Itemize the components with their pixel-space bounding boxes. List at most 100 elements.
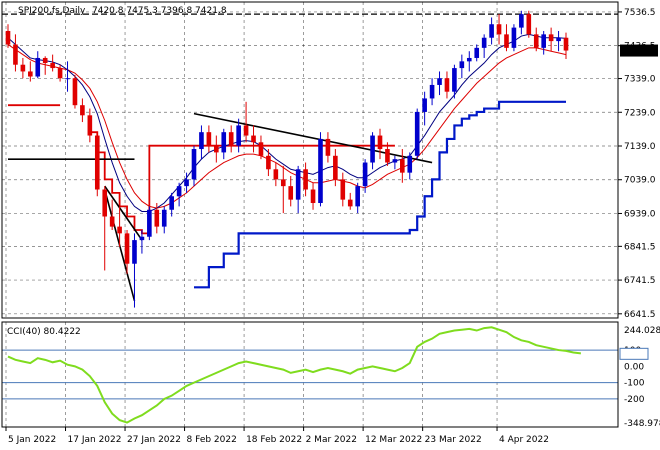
candle-body xyxy=(161,209,167,227)
candle-body xyxy=(355,186,360,207)
candle-body xyxy=(191,149,197,180)
trend-line xyxy=(193,112,433,164)
fast-ma-line xyxy=(7,33,567,212)
ohlc-label: 7420.8 7475.3 7396.8 7421.8 xyxy=(92,6,227,16)
price-tick-label: 6939.0 xyxy=(624,209,656,219)
candle-body xyxy=(13,44,18,65)
candle-body xyxy=(548,34,554,42)
candle-body xyxy=(214,145,219,153)
price-tick-label: 7139.0 xyxy=(624,142,656,152)
cci-series xyxy=(7,326,581,424)
candle-body xyxy=(251,135,256,143)
price-tick-label: 6841.5 xyxy=(624,242,656,252)
candle-body xyxy=(266,155,271,170)
candle-body xyxy=(519,14,524,28)
cci-tick-label: -200 xyxy=(624,395,645,405)
time-tick-label: 8 Feb 2022 xyxy=(187,435,237,445)
candle-body xyxy=(184,179,189,187)
price-tick-label: 7339.0 xyxy=(624,75,656,85)
candle-body xyxy=(236,125,241,146)
candle-body xyxy=(511,27,517,48)
candle-body xyxy=(124,233,130,264)
time-tick-label: 17 Jan 2022 xyxy=(68,435,122,445)
candle-body xyxy=(422,98,427,112)
time-tick-label: 23 Mar 2022 xyxy=(425,435,482,445)
candle-body xyxy=(206,132,212,146)
candle-body xyxy=(102,189,108,217)
candle-body xyxy=(303,169,308,190)
candle-body xyxy=(176,186,182,197)
time-tick-label: 4 Apr 2022 xyxy=(499,435,549,445)
candle-body xyxy=(139,236,145,241)
cci-line xyxy=(7,326,581,424)
candle-body xyxy=(72,78,78,106)
candle-body xyxy=(496,24,502,35)
candle-body xyxy=(65,78,70,80)
axes: 7536.57436.57339.07239.07139.07039.06939… xyxy=(5,8,660,445)
price-tick-label: 6641.5 xyxy=(624,310,656,320)
candle-body xyxy=(459,61,465,69)
candle-body xyxy=(243,125,249,136)
candle-body xyxy=(169,196,174,210)
candle-body xyxy=(117,226,122,234)
time-tick-label: 2 Mar 2022 xyxy=(306,435,357,445)
price-tick-label: 7239.0 xyxy=(624,108,656,118)
candle-body xyxy=(42,57,48,64)
moving-averages xyxy=(7,33,567,212)
candle-body xyxy=(400,159,405,173)
symbol-label: SPI200.fs,Daily xyxy=(18,6,86,16)
price-tick-label: 7039.0 xyxy=(624,176,656,186)
time-tick-label: 18 Feb 2022 xyxy=(246,435,302,445)
candle-body xyxy=(407,155,413,173)
candle-body xyxy=(109,216,115,227)
cci-tick-label: -348.978 xyxy=(624,419,660,429)
candle-body xyxy=(526,14,532,35)
candle-body xyxy=(444,78,450,92)
candle-body xyxy=(340,179,346,200)
candle-body xyxy=(35,57,41,77)
cci-label: CCI(40) 80.4222 xyxy=(7,327,81,337)
candle-body xyxy=(80,105,85,116)
candle-body xyxy=(310,189,316,204)
candle-body xyxy=(147,209,152,237)
candle-body xyxy=(295,169,301,200)
candle-body xyxy=(280,179,286,187)
cci-tick-label: 0.00 xyxy=(624,362,644,372)
candle-body xyxy=(481,37,487,48)
cci-current-box xyxy=(619,347,649,360)
candle-body xyxy=(556,37,561,42)
candle-body xyxy=(288,186,294,200)
candle-body xyxy=(20,64,26,72)
current-price-box xyxy=(620,44,658,57)
candle-body xyxy=(474,47,480,58)
candle-body xyxy=(318,138,323,204)
time-tick-label: 12 Mar 2022 xyxy=(365,435,422,445)
candle-body xyxy=(199,132,204,150)
price-tick-label: 6741.5 xyxy=(624,276,656,286)
candle-body xyxy=(87,115,93,136)
cci-tick-label: 244.0283 xyxy=(624,326,660,336)
candle-body xyxy=(533,34,539,48)
candle-body xyxy=(563,37,569,51)
candle-body xyxy=(28,71,33,77)
candle-body xyxy=(94,135,100,190)
candle-body xyxy=(325,138,331,156)
candle-body xyxy=(504,34,509,48)
candle-body xyxy=(258,142,264,156)
time-tick-label: 27 Jan 2022 xyxy=(127,435,181,445)
time-tick-label: 5 Jan 2022 xyxy=(8,435,56,445)
candle-body xyxy=(452,68,457,92)
candle-body xyxy=(333,155,338,180)
candle-body xyxy=(221,132,227,153)
candle-body xyxy=(414,111,420,156)
grid xyxy=(2,2,618,427)
candle-body xyxy=(273,169,279,180)
price-tick-label: 7536.5 xyxy=(624,8,656,18)
candle-body xyxy=(437,78,442,85)
candle-body xyxy=(362,162,368,187)
trailing-stop-down-line xyxy=(8,104,395,235)
price-pane-frame xyxy=(1,1,619,319)
cci-tick-label: -100 xyxy=(624,379,645,389)
candle-body xyxy=(132,240,137,264)
